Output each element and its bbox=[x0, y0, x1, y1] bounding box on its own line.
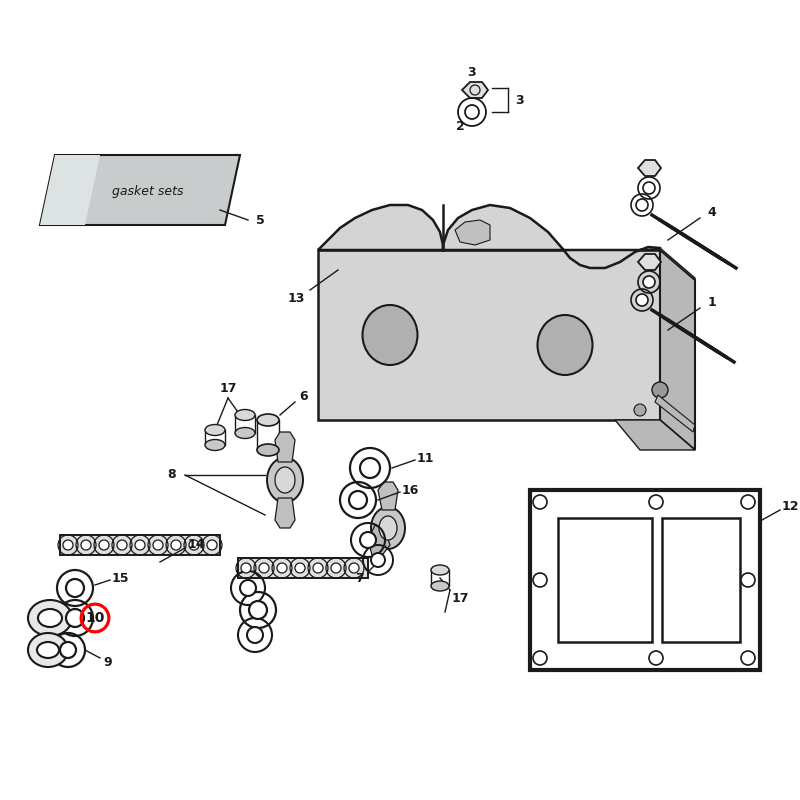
Polygon shape bbox=[318, 205, 443, 250]
Circle shape bbox=[371, 553, 385, 567]
Circle shape bbox=[295, 563, 305, 573]
Circle shape bbox=[247, 627, 263, 643]
Ellipse shape bbox=[275, 467, 295, 493]
Ellipse shape bbox=[538, 315, 593, 375]
Circle shape bbox=[117, 540, 127, 550]
Circle shape bbox=[249, 601, 267, 619]
Ellipse shape bbox=[37, 642, 59, 658]
Polygon shape bbox=[368, 525, 390, 558]
Circle shape bbox=[533, 495, 547, 509]
Ellipse shape bbox=[431, 581, 449, 591]
Ellipse shape bbox=[257, 414, 279, 426]
Text: 17: 17 bbox=[219, 382, 237, 394]
Polygon shape bbox=[615, 420, 695, 450]
Polygon shape bbox=[318, 250, 660, 420]
Text: 4: 4 bbox=[708, 206, 716, 218]
Circle shape bbox=[153, 540, 163, 550]
Circle shape bbox=[60, 642, 76, 658]
Circle shape bbox=[741, 573, 755, 587]
Circle shape bbox=[349, 491, 367, 509]
Ellipse shape bbox=[371, 507, 405, 549]
Ellipse shape bbox=[362, 305, 418, 365]
Ellipse shape bbox=[379, 516, 397, 540]
Circle shape bbox=[649, 651, 663, 665]
Circle shape bbox=[63, 540, 73, 550]
Polygon shape bbox=[455, 220, 490, 245]
Circle shape bbox=[66, 609, 84, 627]
Circle shape bbox=[241, 563, 251, 573]
Text: 8: 8 bbox=[168, 469, 176, 482]
Circle shape bbox=[643, 182, 655, 194]
Ellipse shape bbox=[205, 439, 225, 450]
Text: 2: 2 bbox=[456, 119, 464, 133]
Ellipse shape bbox=[28, 633, 68, 667]
Circle shape bbox=[643, 276, 655, 288]
Circle shape bbox=[360, 458, 380, 478]
Text: 6: 6 bbox=[300, 390, 308, 402]
Circle shape bbox=[135, 540, 145, 550]
Polygon shape bbox=[40, 155, 100, 225]
Polygon shape bbox=[638, 160, 661, 176]
Circle shape bbox=[349, 563, 359, 573]
Ellipse shape bbox=[235, 427, 255, 438]
Text: 16: 16 bbox=[402, 483, 418, 497]
Circle shape bbox=[189, 540, 199, 550]
Text: 15: 15 bbox=[111, 571, 129, 585]
Polygon shape bbox=[275, 498, 295, 528]
Circle shape bbox=[634, 404, 646, 416]
Text: 9: 9 bbox=[104, 657, 112, 670]
Ellipse shape bbox=[431, 565, 449, 575]
Polygon shape bbox=[660, 250, 695, 450]
Circle shape bbox=[636, 294, 648, 306]
Circle shape bbox=[277, 563, 287, 573]
Text: 13: 13 bbox=[287, 291, 305, 305]
Circle shape bbox=[741, 651, 755, 665]
Ellipse shape bbox=[38, 609, 62, 627]
Circle shape bbox=[636, 199, 648, 211]
Circle shape bbox=[240, 580, 256, 596]
Text: 11: 11 bbox=[416, 451, 434, 465]
Circle shape bbox=[171, 540, 181, 550]
Circle shape bbox=[652, 382, 668, 398]
Circle shape bbox=[207, 540, 217, 550]
Text: 17: 17 bbox=[451, 591, 469, 605]
Text: 14: 14 bbox=[187, 538, 205, 550]
Polygon shape bbox=[462, 82, 488, 98]
Circle shape bbox=[533, 573, 547, 587]
Circle shape bbox=[465, 105, 479, 119]
Ellipse shape bbox=[205, 425, 225, 435]
Circle shape bbox=[259, 563, 269, 573]
Text: 5: 5 bbox=[256, 214, 264, 226]
Polygon shape bbox=[378, 482, 398, 510]
Text: 1: 1 bbox=[708, 295, 716, 309]
Circle shape bbox=[360, 532, 376, 548]
Ellipse shape bbox=[235, 410, 255, 421]
Text: 10: 10 bbox=[86, 611, 105, 625]
Polygon shape bbox=[275, 432, 295, 462]
Text: 12: 12 bbox=[782, 499, 798, 513]
Polygon shape bbox=[655, 395, 695, 432]
Ellipse shape bbox=[257, 444, 279, 456]
Circle shape bbox=[331, 563, 341, 573]
Polygon shape bbox=[638, 254, 661, 270]
Circle shape bbox=[741, 495, 755, 509]
Ellipse shape bbox=[267, 458, 303, 502]
Circle shape bbox=[66, 579, 84, 597]
Text: gasket sets: gasket sets bbox=[112, 186, 184, 198]
Text: 3: 3 bbox=[516, 94, 524, 106]
Polygon shape bbox=[660, 248, 695, 280]
Polygon shape bbox=[60, 535, 220, 555]
Polygon shape bbox=[443, 205, 660, 268]
Circle shape bbox=[313, 563, 323, 573]
Circle shape bbox=[533, 651, 547, 665]
Polygon shape bbox=[238, 558, 368, 578]
Text: 3: 3 bbox=[468, 66, 476, 78]
Ellipse shape bbox=[28, 600, 72, 636]
Circle shape bbox=[81, 540, 91, 550]
Circle shape bbox=[99, 540, 109, 550]
Text: 7: 7 bbox=[356, 571, 364, 585]
Polygon shape bbox=[40, 155, 240, 225]
Circle shape bbox=[649, 495, 663, 509]
